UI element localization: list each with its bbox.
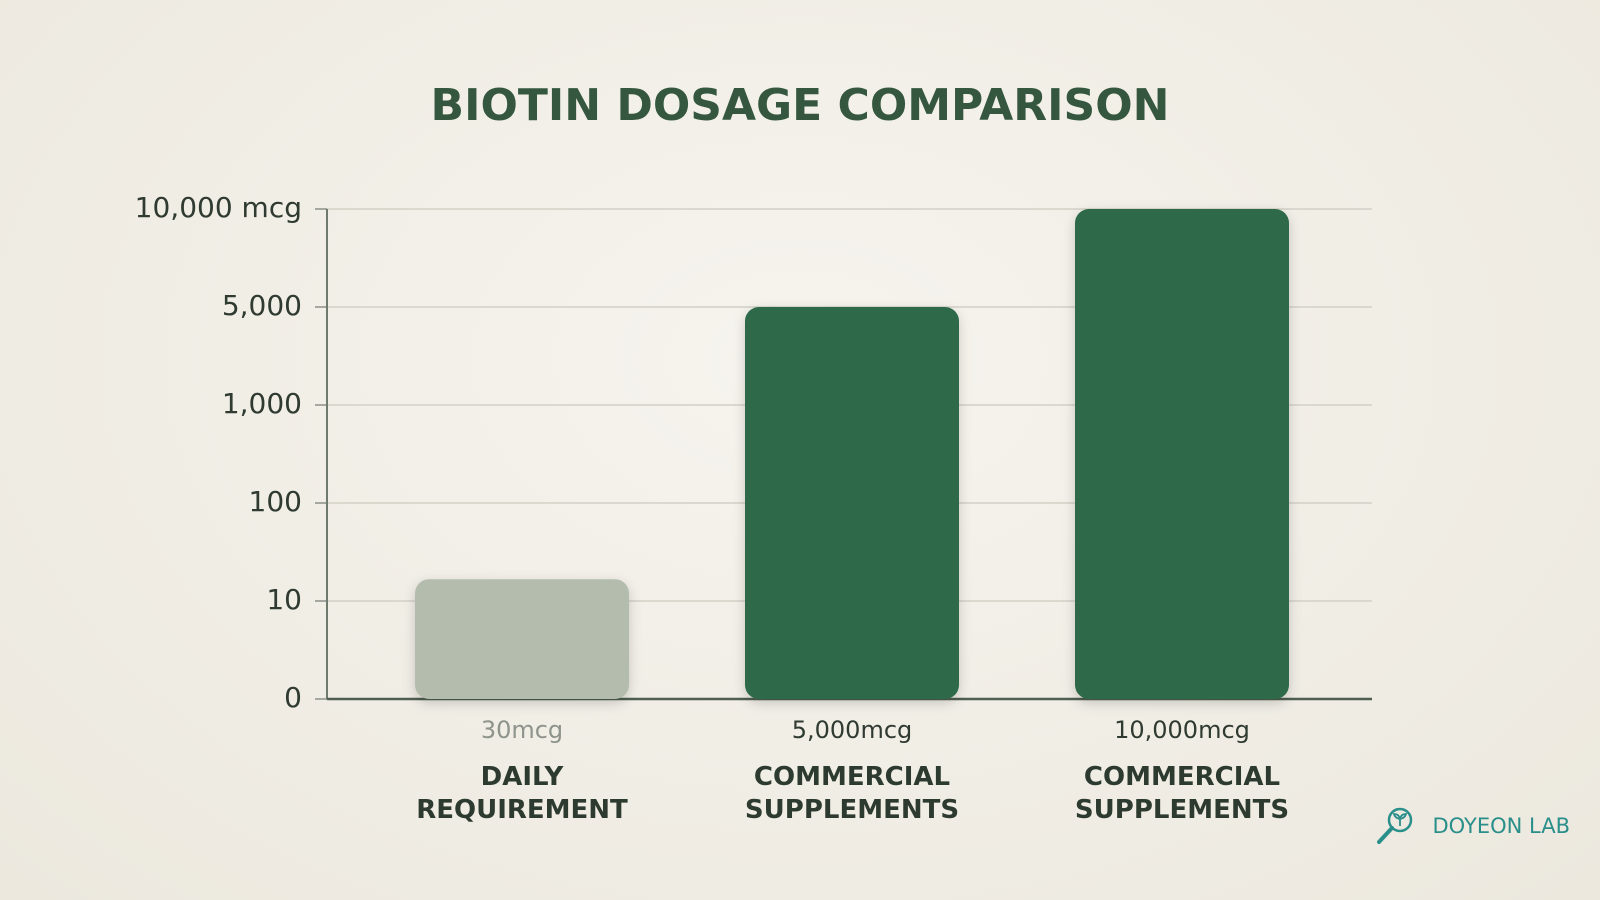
bar [745,307,959,699]
y-tick-label: 5,000 [222,289,302,322]
brand: DOYEON LAB [1374,804,1570,848]
y-tick-label: 1,000 [222,387,302,420]
value-label: 30mcg [481,716,563,744]
bar [1075,209,1289,699]
y-tick-label: 0 [284,681,302,714]
y-tick-label: 10 [266,583,302,616]
value-label: 5,000mcg [792,716,913,744]
x-tick-label: COMMERCIAL SUPPLEMENTS [1074,762,1290,825]
bar [415,579,629,699]
chart-title: BIOTIN DOSAGE COMPARISON [431,80,1170,131]
brand-name: DOYEON LAB [1432,814,1570,838]
value-label: 10,000mcg [1114,716,1250,744]
y-tick-label: 100 [249,485,302,518]
y-tick-label: 10,000 mcg [135,191,302,224]
brand-logo [1377,807,1413,844]
x-tick-label: DAILY REQUIREMENT [416,762,628,825]
x-tick-label: COMMERCIAL SUPPLEMENTS [744,762,960,825]
